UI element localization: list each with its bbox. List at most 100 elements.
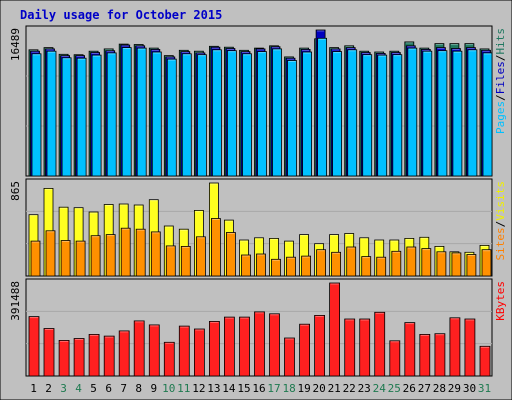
bar-pages-day-12 (196, 54, 207, 177)
bar-sites-day-27 (421, 248, 432, 277)
bar-pages-day-19 (302, 51, 313, 177)
bar-kbytes-day-18 (284, 337, 295, 377)
panel-mid: 865 Sites/Visits (9, 178, 507, 277)
bar-kbytes-day-10 (163, 341, 175, 377)
bar-kbytes-day-16 (254, 311, 265, 377)
bar-kbytes-day-5 (88, 333, 100, 377)
bar-sites-day-20 (316, 249, 327, 277)
bar-kbytes-day-19 (299, 323, 311, 377)
x-tick-label-day-14: 14 (222, 382, 236, 395)
x-tick-label-day-9: 9 (150, 382, 157, 395)
bar-kbytes-day-26 (404, 322, 416, 377)
bar-sites-day-9 (150, 231, 161, 277)
bar-kbytes-day-12 (193, 328, 205, 377)
bar-pages-day-24 (377, 54, 388, 177)
bar-kbytes-day-21 (329, 282, 341, 377)
bar-kbytes-day-20 (314, 314, 326, 377)
bar-pages-day-14 (226, 50, 237, 177)
bar-sites-day-11 (180, 245, 191, 277)
x-tick-label-day-15: 15 (237, 382, 250, 395)
bar-sites-day-19 (301, 255, 312, 277)
x-tick-label-day-5: 5 (90, 382, 97, 395)
x-tick-label-day-11: 11 (177, 382, 190, 395)
bar-kbytes-day-23 (359, 318, 371, 377)
x-tick-label-day-24: 24 (373, 382, 387, 395)
x-tick-label-day-19: 19 (297, 382, 310, 395)
x-tick-label-day-7: 7 (120, 382, 127, 395)
bar-sites-day-3 (60, 240, 71, 277)
x-tick-label-day-20: 20 (312, 382, 325, 395)
bar-sites-day-7 (120, 227, 131, 277)
bar-kbytes-day-22 (344, 318, 356, 377)
x-tick-label-day-6: 6 (105, 382, 112, 395)
bar-pages-day-21 (332, 51, 343, 177)
bar-sites-day-2 (45, 230, 56, 277)
bar-kbytes-day-27 (419, 333, 431, 377)
chart-title: Daily usage for October 2015 (20, 8, 222, 22)
bar-kbytes-day-29 (449, 317, 461, 377)
bar-sites-day-26 (406, 246, 417, 277)
bar-pages-day-29 (452, 50, 463, 177)
bar-kbytes-day-8 (133, 320, 145, 377)
bar-sites-day-30 (466, 254, 477, 277)
bar-sites-day-5 (90, 235, 101, 277)
bar-kbytes-day-4 (73, 338, 85, 377)
panel-bot-legend: KBytes (494, 281, 507, 321)
panel-bot: 391488 KBytes (9, 278, 507, 377)
bar-pages-day-6 (106, 52, 117, 177)
bar-sites-day-22 (346, 246, 357, 277)
bar-pages-day-28 (437, 50, 448, 177)
x-tick-label-day-29: 29 (448, 382, 461, 395)
bar-kbytes-day-6 (103, 335, 115, 377)
legend-entry-: / (494, 55, 507, 62)
legend-entry-: / (494, 94, 507, 101)
x-tick-label-day-31: 31 (478, 382, 491, 395)
x-tick-label-day-22: 22 (343, 382, 356, 395)
bar-kbytes-day-2 (43, 328, 55, 377)
bar-pages-day-9 (151, 51, 162, 177)
bar-kbytes-day-3 (58, 339, 70, 377)
bar-sites-day-17 (271, 258, 281, 277)
bar-sites-day-18 (286, 256, 296, 277)
bar-pages-day-20 (317, 37, 328, 177)
bar-pages-day-23 (362, 54, 373, 177)
x-tick-label-day-17: 17 (267, 382, 280, 395)
bar-kbytes-day-31 (479, 345, 491, 377)
bar-kbytes-day-28 (434, 333, 446, 377)
bar-pages-day-13 (211, 49, 222, 177)
bar-sites-day-8 (135, 228, 146, 277)
bar-sites-day-23 (361, 256, 372, 277)
bar-pages-day-1 (31, 53, 42, 177)
bar-kbytes-day-9 (148, 324, 160, 377)
x-tick-label-day-27: 27 (418, 382, 431, 395)
bar-pages-day-11 (181, 53, 192, 177)
bar-sites-day-13 (210, 218, 221, 277)
legend-entry-: / (494, 221, 507, 228)
x-tick-label-day-2: 2 (45, 382, 52, 395)
bar-kbytes-day-24 (374, 311, 386, 377)
x-tick-label-day-1: 1 (30, 382, 37, 395)
bar-sites-day-14 (225, 232, 236, 277)
legend-entry-visits: Visits (494, 181, 507, 221)
bar-kbytes-day-14 (223, 316, 235, 377)
legend-entry-sites: Sites (494, 227, 507, 260)
bar-pages-day-31 (482, 52, 493, 177)
bar-pages-day-5 (91, 54, 102, 177)
legend-entry-pages: Pages (494, 101, 507, 134)
bar-pages-day-26 (407, 47, 418, 177)
bar-sites-day-1 (30, 240, 41, 277)
bar-kbytes-day-30 (464, 318, 476, 377)
bar-sites-day-31 (481, 249, 492, 277)
x-tick-label-day-4: 4 (75, 382, 82, 395)
x-tick-label-day-13: 13 (207, 382, 220, 395)
bar-sites-day-21 (331, 251, 342, 277)
x-tick-label-day-8: 8 (135, 382, 142, 395)
bar-pages-day-25 (392, 54, 403, 177)
bar-pages-day-16 (257, 51, 267, 177)
x-tick-label-day-23: 23 (358, 382, 371, 395)
bar-sites-day-10 (165, 245, 176, 277)
bar-kbytes-day-1 (28, 316, 40, 377)
bar-sites-day-29 (451, 252, 462, 277)
